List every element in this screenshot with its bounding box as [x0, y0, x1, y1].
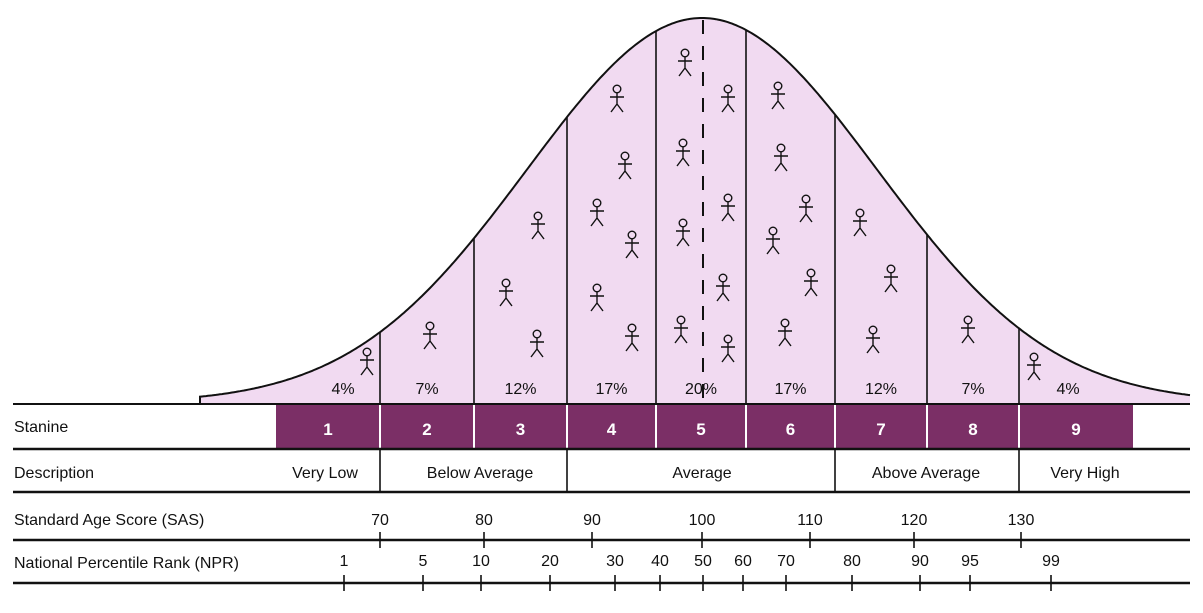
npr-tick-label: 20 — [541, 553, 559, 570]
stick-figure-person-icon — [360, 347, 374, 376]
sas-tick-label: 90 — [583, 512, 601, 529]
stick-figure-person-icon — [716, 273, 730, 302]
stick-figure-person-icon — [774, 143, 788, 172]
band-percent: 12% — [504, 381, 536, 398]
stick-figure-person-icon — [676, 138, 690, 167]
stanine-box — [380, 404, 474, 449]
stick-figure-person-icon — [766, 226, 780, 255]
stanine-number: 3 — [516, 420, 525, 439]
stick-figure-person-icon — [721, 84, 735, 113]
stanine-box — [746, 404, 835, 449]
npr-tick-label: 70 — [777, 553, 795, 570]
stanine-box — [474, 404, 567, 449]
stanine-box — [656, 404, 746, 449]
stick-figure-person-icon — [590, 198, 604, 227]
npr-tick-label: 90 — [911, 553, 929, 570]
normal-curve: 4% 7% 12% 17% 20% 17% 12% 7% 4% — [199, 17, 1191, 403]
stick-figure-person-icon — [771, 81, 785, 110]
row-label-sas: Standard Age Score (SAS) — [14, 512, 204, 529]
description-label: Above Average — [872, 465, 980, 482]
stanine-number: 2 — [422, 420, 431, 439]
curve-fill — [200, 18, 1190, 403]
stick-figure-person-icon — [721, 334, 735, 363]
sas-tick-label: 120 — [901, 512, 928, 529]
stanine-number: 5 — [696, 420, 705, 439]
stanine-number: 9 — [1071, 420, 1080, 439]
stick-figure-person-icon — [530, 329, 544, 358]
npr-tick-label: 60 — [734, 553, 752, 570]
npr-tick-label: 99 — [1042, 553, 1060, 570]
stick-figure-person-icon — [884, 264, 898, 293]
curve-line — [199, 17, 1191, 403]
sas-tick-label: 110 — [797, 512, 823, 529]
stanine-box — [1019, 404, 1133, 449]
stanine-number: 7 — [876, 420, 885, 439]
npr-tick-label: 95 — [961, 553, 979, 570]
stick-figure-person-icon — [676, 218, 690, 247]
stanine-box — [927, 404, 1019, 449]
npr-tick-label: 50 — [694, 553, 712, 570]
stanine-box — [567, 404, 656, 449]
description-label: Very High — [1050, 465, 1119, 482]
stanine-number: 8 — [968, 420, 977, 439]
npr-tick-label: 40 — [651, 553, 669, 570]
npr-tick-label: 5 — [419, 553, 428, 570]
stanine-box — [276, 404, 380, 449]
description-label: Very Low — [292, 465, 358, 482]
band-percent: 17% — [774, 381, 806, 398]
sas-tick-label: 130 — [1008, 512, 1035, 529]
band-percent: 7% — [415, 381, 438, 398]
row-label-stanine: Stanine — [14, 419, 68, 436]
band-percent: 17% — [595, 381, 627, 398]
stick-figure-person-icon — [1027, 352, 1041, 381]
stanine-number: 6 — [786, 420, 795, 439]
stanine-number: 4 — [607, 420, 617, 439]
band-percent: 7% — [961, 381, 984, 398]
npr-tick-label: 80 — [843, 553, 861, 570]
sas-tick-label: 100 — [689, 512, 716, 529]
stick-figure-person-icon — [961, 315, 975, 344]
sas-tick-label: 80 — [475, 512, 493, 529]
description-label: Below Average — [427, 465, 534, 482]
stick-figure-person-icon — [804, 268, 818, 297]
npr-tick-label: 10 — [472, 553, 490, 570]
npr-tick-label: 30 — [606, 553, 624, 570]
stanine-box — [835, 404, 927, 449]
stick-figure-person-icon — [853, 208, 867, 237]
stick-figure-person-icon — [625, 230, 639, 259]
row-label-description: Description — [14, 465, 94, 482]
stick-figure-person-icon — [423, 321, 437, 350]
stick-figure-person-icon — [618, 151, 632, 180]
stick-figure-person-icon — [610, 84, 624, 113]
stick-figure-person-icon — [799, 194, 813, 223]
stick-figure-person-icon — [866, 325, 880, 354]
stick-figure-person-icon — [778, 318, 792, 347]
stick-figure-person-icon — [678, 48, 692, 77]
npr-tick-label: 1 — [340, 553, 349, 570]
band-percent: 4% — [331, 381, 354, 398]
stick-figure-person-icon — [499, 278, 513, 307]
band-percent: 12% — [865, 381, 897, 398]
band-percent: 4% — [1056, 381, 1079, 398]
stick-figure-person-icon — [590, 283, 604, 312]
description-label: Average — [672, 465, 731, 482]
stick-figure-person-icon — [531, 211, 545, 240]
people-figures — [360, 48, 1041, 381]
stick-figure-person-icon — [625, 323, 639, 352]
stanine-number: 1 — [323, 420, 332, 439]
score-table: Stanine Description Standard Age Score (… — [13, 403, 1190, 591]
band-percent: 20% — [685, 381, 717, 398]
sas-tick-label: 70 — [371, 512, 389, 529]
row-label-npr: National Percentile Rank (NPR) — [14, 555, 239, 572]
stick-figure-person-icon — [674, 315, 688, 344]
stick-figure-person-icon — [721, 193, 735, 222]
